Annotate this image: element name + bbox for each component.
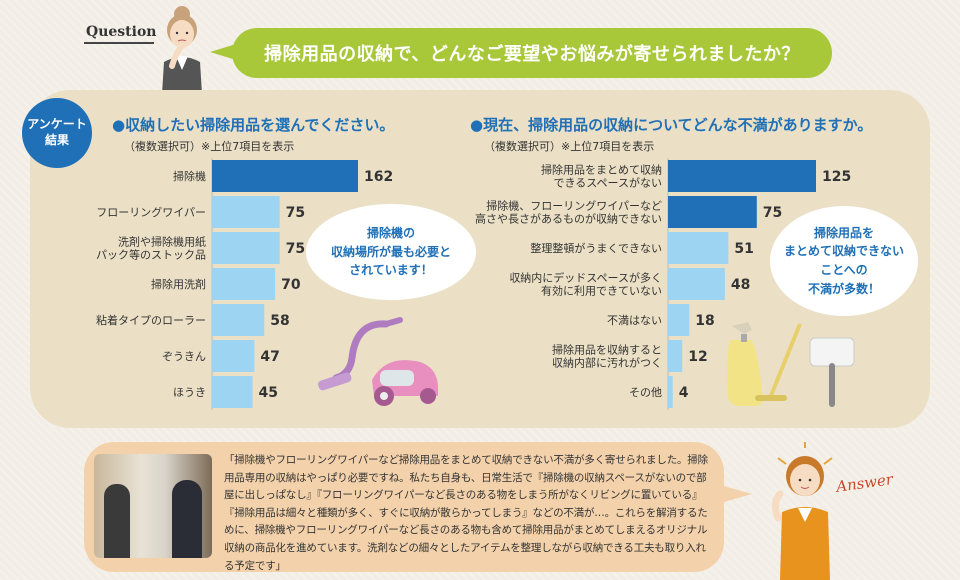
- data-label: 12: [688, 349, 707, 365]
- data-label: 18: [695, 313, 714, 329]
- survey-result-badge: アンケート 結果: [22, 98, 92, 168]
- category-label: 粘着タイプのローラー: [96, 313, 206, 327]
- man-illustration: [771, 442, 833, 580]
- data-label: 75: [763, 205, 782, 221]
- data-label: 75: [286, 205, 305, 221]
- bar: [212, 304, 265, 336]
- data-label: 45: [259, 385, 278, 401]
- category-label: フローリングワイパー: [96, 205, 206, 219]
- right-chart-subtitle: （複数選択可）※上位7項目を表示: [484, 140, 655, 153]
- question-tag: Question: [86, 24, 157, 40]
- question-bubble: 掃除用品の収納で、どんなご要望やお悩みが寄せられましたか？: [210, 28, 832, 78]
- right-callout: 掃除用品を まとめて収納できない ことへの 不満が多数！: [770, 206, 918, 316]
- category-label: 不満はない: [607, 314, 662, 327]
- category-label: 掃除用洗剤: [151, 277, 206, 291]
- data-label: 75: [286, 241, 305, 257]
- category-label: ぞうきん: [162, 350, 206, 363]
- bar: [212, 196, 280, 228]
- bar: [668, 376, 673, 408]
- data-label: 162: [364, 169, 393, 185]
- bar: [668, 304, 690, 336]
- question-underline: [84, 42, 154, 44]
- left-callout: 掃除機の 収納場所が最も必要と されています！: [306, 204, 476, 300]
- data-label: 70: [281, 277, 301, 293]
- right-bar-chart: 掃除用品をまとめて収納できるスペースがない 125 掃除機、フローリングワイパーなど…: [475, 158, 851, 410]
- category-label: 掃除用品をまとめて収納できるスペースがない: [541, 163, 662, 190]
- bar: [668, 232, 729, 264]
- data-label: 58: [270, 313, 289, 329]
- left-bar-chart: 掃除機 162 フローリングワイパー 75 洗剤や掃除機用紙パック等のストック品 75 掃除…: [96, 158, 393, 410]
- bar: [668, 268, 725, 300]
- category-label: 掃除機、フローリングワイパーなど高さや長さがあるものが収納できない: [475, 199, 662, 226]
- data-label: 47: [260, 349, 279, 365]
- bar: [212, 232, 280, 264]
- right-chart-title: ●現在、掃除用品の収納についてどんな不満がありますか。: [470, 116, 873, 134]
- bar: [212, 376, 253, 408]
- cleaning-tools-illustration: [727, 322, 855, 407]
- answer-text: 「掃除機やフローリングワイパーなど掃除用品をまとめて収納できない不満が多く寄せら…: [224, 454, 708, 572]
- category-label: ほうき: [173, 386, 206, 399]
- bar: [212, 340, 255, 372]
- bar: [212, 160, 358, 192]
- answer-bubble-tail: [724, 486, 752, 502]
- data-label: 48: [731, 277, 750, 293]
- left-chart-subtitle: （複数選択可）※上位7項目を表示: [124, 140, 295, 153]
- woman-illustration: [162, 6, 202, 94]
- bar: [668, 160, 816, 192]
- data-label: 51: [734, 241, 753, 257]
- category-label: 掃除機: [173, 169, 206, 183]
- badge-line-2: 結果: [44, 133, 69, 147]
- answer-tag: Answer: [835, 470, 895, 496]
- category-label: その他: [629, 386, 662, 399]
- data-label: 125: [822, 169, 851, 185]
- bar: [668, 340, 683, 372]
- badge-line-1: アンケート: [27, 117, 87, 132]
- left-chart-title: ●収納したい掃除用品を選んでください。: [112, 116, 395, 134]
- staff-photo: [94, 454, 212, 558]
- category-label: 掃除用品を収納すると収納内部に汚れがつく: [552, 343, 662, 370]
- data-label: 4: [679, 385, 689, 401]
- category-label: 整理整頓がうまくできない: [530, 241, 662, 255]
- category-label: 収納内にデッドスペースが多く有効に利用できていない: [509, 271, 662, 298]
- bar: [668, 196, 757, 228]
- category-label: 洗剤や掃除機用紙パック等のストック品: [96, 235, 206, 262]
- photo-person-1: [104, 484, 130, 558]
- bar: [212, 268, 276, 300]
- vacuum-cleaner-illustration: [318, 317, 438, 406]
- photo-person-2: [172, 480, 202, 558]
